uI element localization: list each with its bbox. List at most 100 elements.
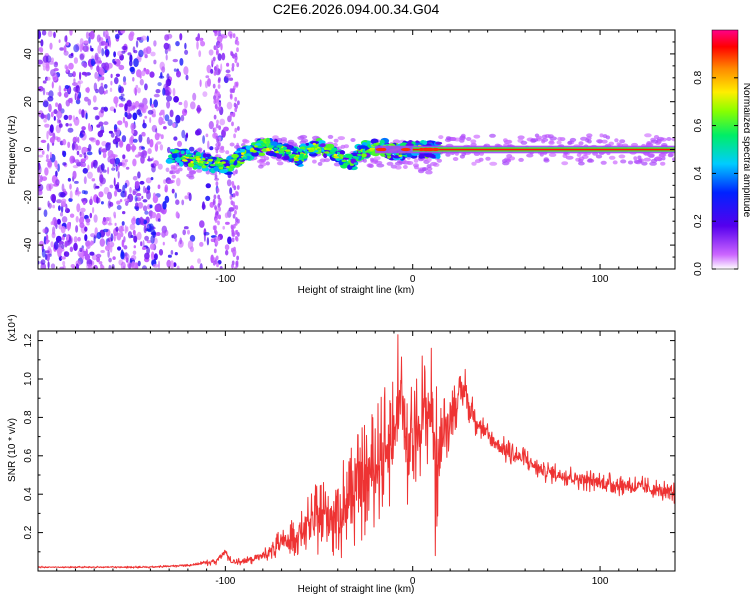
noise-dot [167, 119, 173, 126]
noise-dot [45, 250, 50, 254]
noise-dot [116, 205, 122, 210]
noise-dot [226, 62, 230, 67]
noise-dot [47, 248, 53, 256]
noise-dot [107, 191, 112, 200]
noise-dot [136, 109, 142, 116]
noise-dot [158, 249, 164, 256]
noise-dot [65, 35, 68, 42]
noise-dot [232, 232, 236, 238]
signal-halo [600, 160, 607, 165]
noise-dot [101, 148, 108, 153]
noise-dot [222, 225, 225, 230]
signal-halo [561, 161, 569, 166]
noise-dot [217, 220, 220, 226]
noise-dot [42, 65, 46, 71]
noise-dot [170, 260, 174, 269]
noise-dot [67, 127, 74, 133]
noise-dot [134, 100, 140, 108]
signal-halo [413, 165, 419, 170]
noise-dot [100, 163, 105, 171]
noise-dot [205, 75, 210, 79]
noise-dot [105, 49, 109, 58]
signal-halo [655, 156, 661, 161]
noise-dot [44, 123, 50, 128]
noise-dot [174, 252, 178, 256]
noise-dot [119, 199, 123, 203]
noise-dot [85, 31, 90, 39]
signal-core [265, 142, 270, 146]
noise-dot [76, 203, 81, 213]
noise-dot [72, 170, 77, 180]
signal-halo [426, 157, 432, 162]
noise-dot [103, 84, 108, 89]
noise-dot [50, 111, 54, 118]
noise-dot [157, 184, 161, 190]
noise-dot [93, 214, 98, 223]
noise-dot [216, 40, 220, 46]
noise-dot [153, 253, 158, 261]
noise-dot [59, 212, 64, 217]
noise-dot [188, 192, 192, 202]
noise-dot [164, 195, 170, 203]
noise-dot [115, 137, 121, 142]
noise-dot [56, 247, 63, 255]
noise-dot [222, 34, 228, 39]
noise-dot [92, 207, 95, 214]
signal-halo [215, 142, 220, 147]
y-tick-label: 0.4 [23, 487, 34, 501]
signal-halo [392, 139, 401, 144]
noise-dot [76, 150, 80, 156]
signal-halo [406, 160, 411, 165]
signal-core [357, 153, 362, 157]
y-tick-label: 20 [23, 96, 34, 108]
noise-dot [38, 59, 43, 65]
noise-dot [131, 217, 137, 225]
noise-dot [39, 175, 43, 183]
signal-halo [605, 135, 611, 140]
noise-dot [179, 237, 182, 245]
signal-halo [287, 139, 295, 144]
noise-dot [224, 212, 229, 219]
noise-dot [217, 69, 221, 74]
noise-dot [129, 59, 133, 67]
noise-dot [152, 263, 159, 268]
noise-dot [71, 156, 75, 162]
noise-dot [142, 199, 148, 203]
noise-dot [216, 210, 219, 216]
noise-dot [110, 132, 115, 138]
signal-halo [557, 136, 563, 141]
noise-dot [84, 226, 88, 232]
noise-dot [129, 223, 136, 231]
signal-blob [268, 152, 276, 157]
noise-dot [46, 130, 49, 140]
noise-dot [38, 178, 41, 186]
noise-dot [177, 140, 182, 147]
noise-dot [229, 93, 233, 99]
noise-dot [218, 206, 221, 212]
noise-dot [110, 233, 114, 242]
signal-core [268, 145, 274, 148]
snr-ticks: -100 0 100 0.2 0.4 0.6 0.8 1.0 1.2 [23, 331, 676, 587]
noise-dot [81, 198, 85, 202]
signal-halo [578, 156, 585, 161]
noise-dot [234, 266, 237, 269]
tone-blob [400, 147, 411, 152]
tone-blob [424, 147, 434, 152]
noise-dot [216, 35, 223, 43]
signal-halo [649, 161, 657, 166]
noise-dot [218, 77, 221, 82]
noise-dot [63, 91, 69, 98]
signal-halo [485, 156, 491, 161]
noise-dot [195, 36, 200, 42]
noise-dot [165, 167, 170, 173]
signal-halo [620, 159, 627, 164]
noise-dot [153, 59, 157, 65]
signal-halo [333, 138, 339, 143]
noise-dot [195, 129, 201, 136]
noise-dot [74, 159, 80, 164]
noise-dot [40, 259, 46, 265]
noise-dot [121, 45, 128, 51]
noise-dot [96, 256, 101, 263]
noise-dot [173, 262, 177, 268]
signal-core [364, 150, 370, 153]
